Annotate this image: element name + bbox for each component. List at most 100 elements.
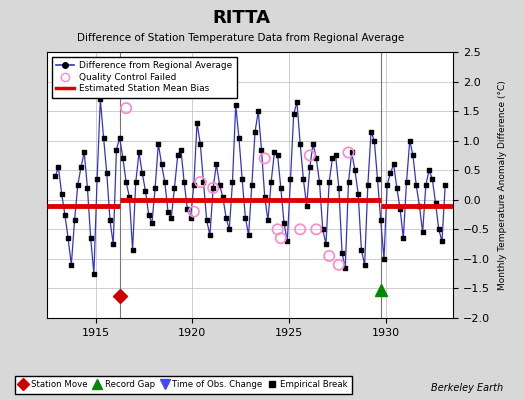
Point (305, 152, 314, 159)
Point (54, 164, 63, 170)
Point (305, 164, 314, 170)
Point (160, 179, 169, 185)
Point (335, 185, 343, 191)
Point (222, 214, 230, 221)
Point (109, 241, 117, 247)
Point (70, 217, 79, 224)
Text: Difference of Station Temperature Data from Regional Average: Difference of Station Temperature Data f… (78, 33, 405, 43)
Point (441, 182, 450, 188)
Point (370, 138, 378, 144)
Point (399, 235, 408, 241)
Point (438, 238, 446, 244)
Point (392, 185, 401, 191)
Point (322, 241, 330, 247)
Point (386, 170, 395, 176)
Point (315, 179, 324, 185)
Point (267, 179, 275, 185)
Point (319, 226, 327, 232)
Point (199, 179, 208, 185)
Point (270, 149, 279, 156)
Point (135, 149, 143, 156)
Point (77, 164, 85, 170)
Point (58, 191, 66, 197)
Point (180, 179, 188, 185)
Point (344, 149, 353, 156)
Text: Berkeley Earth: Berkeley Earth (431, 383, 503, 393)
Point (103, 170, 111, 176)
Point (274, 226, 282, 232)
Point (206, 232, 214, 238)
Point (344, 179, 353, 185)
Point (164, 208, 172, 215)
Point (241, 214, 249, 221)
Point (196, 140, 204, 147)
Text: RITTA: RITTA (212, 9, 270, 27)
Point (173, 152, 182, 159)
Legend: Station Move, Record Gap, Time of Obs. Change, Empirical Break: Station Move, Record Gap, Time of Obs. C… (15, 376, 352, 394)
Point (409, 152, 417, 159)
Point (232, 102, 240, 108)
Point (325, 253, 333, 259)
Point (354, 191, 363, 197)
Point (190, 208, 198, 215)
Point (280, 220, 288, 227)
Point (119, 155, 127, 162)
Point (296, 226, 304, 232)
Point (170, 185, 179, 191)
Point (128, 247, 137, 253)
Point (244, 232, 253, 238)
Point (141, 188, 150, 194)
Point (328, 155, 336, 162)
Point (145, 211, 153, 218)
Point (431, 200, 440, 206)
Point (312, 226, 321, 232)
Point (125, 194, 134, 200)
Point (157, 161, 166, 168)
Point (51, 173, 59, 179)
Point (132, 179, 140, 185)
Point (415, 202, 423, 209)
Y-axis label: Monthly Temperature Anomaly Difference (°C): Monthly Temperature Anomaly Difference (… (498, 80, 507, 290)
Point (183, 206, 192, 212)
Point (235, 134, 243, 141)
Point (64, 235, 72, 241)
Point (138, 170, 146, 176)
Point (422, 182, 430, 188)
Point (389, 161, 398, 168)
Point (434, 226, 443, 232)
Point (402, 179, 411, 185)
Point (299, 176, 308, 182)
Point (351, 167, 359, 174)
Point (115, 134, 124, 141)
Point (67, 262, 75, 268)
Point (90, 270, 98, 277)
Point (122, 179, 130, 185)
Point (86, 235, 95, 241)
Point (277, 185, 285, 191)
Point (96, 96, 104, 102)
Point (425, 167, 433, 174)
Point (325, 179, 333, 185)
Point (406, 138, 414, 144)
Point (248, 182, 256, 188)
Point (251, 129, 259, 135)
Point (335, 262, 343, 268)
Point (73, 182, 82, 188)
Point (264, 217, 272, 224)
Point (290, 111, 298, 117)
Point (151, 185, 159, 191)
Point (80, 149, 89, 156)
Point (380, 256, 388, 262)
Point (396, 206, 405, 212)
Point (209, 185, 217, 191)
Point (367, 129, 375, 135)
Legend: Difference from Regional Average, Quality Control Failed, Estimated Station Mean: Difference from Regional Average, Qualit… (52, 56, 236, 98)
Point (202, 217, 211, 224)
Point (100, 134, 108, 141)
Point (219, 194, 227, 200)
Point (341, 264, 350, 271)
Point (357, 247, 366, 253)
Point (122, 105, 130, 111)
Point (309, 140, 317, 147)
Point (83, 185, 92, 191)
